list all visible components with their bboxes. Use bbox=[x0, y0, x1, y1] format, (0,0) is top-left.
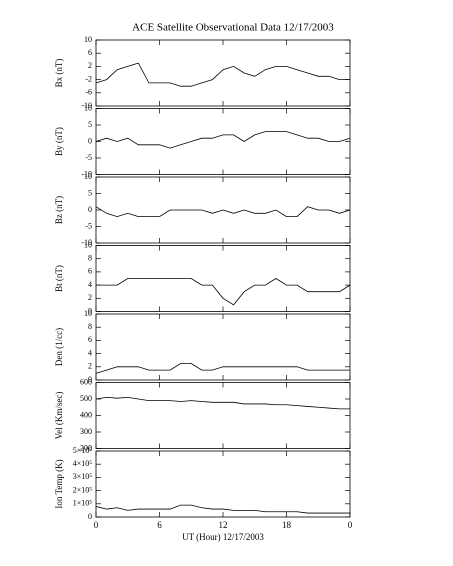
y-tick-label: 2 bbox=[88, 362, 92, 371]
data-line bbox=[95, 396, 350, 410]
y-tick-label: 0 bbox=[88, 375, 92, 384]
data-line bbox=[95, 131, 351, 149]
x-tick-label: 12 bbox=[219, 520, 228, 530]
data-line bbox=[95, 62, 350, 87]
y-tick-label: 8 bbox=[88, 322, 92, 331]
y-tick-label: 8 bbox=[88, 254, 92, 263]
y-axis-label: Vel (Km/sec) bbox=[54, 392, 64, 440]
y-tick-label: 5×10⁵ bbox=[73, 446, 93, 455]
y-tick-label: 0 bbox=[88, 136, 92, 145]
panel-frame bbox=[95, 450, 351, 518]
y-tick-label: -5 bbox=[85, 221, 92, 230]
y-tick-label: 0 bbox=[88, 205, 92, 214]
y-tick-label: 4 bbox=[88, 280, 92, 289]
y-tick-label: 10 bbox=[84, 103, 92, 112]
y-tick-label: 500 bbox=[80, 394, 92, 403]
data-line bbox=[95, 363, 350, 374]
data-line bbox=[96, 278, 351, 306]
y-tick-label: 4 bbox=[88, 348, 92, 357]
y-tick-label: -10 bbox=[81, 238, 92, 247]
y-axis-label: Den (1/cc) bbox=[54, 328, 64, 366]
y-tick-label: 5 bbox=[88, 188, 92, 197]
y-tick-label: 6 bbox=[88, 267, 92, 276]
x-tick-label: 6 bbox=[157, 520, 162, 530]
x-tick-label: 18 bbox=[282, 520, 292, 530]
chart-title: ACE Satellite Observational Data 12/17/2… bbox=[132, 22, 334, 34]
y-tick-label: 10 bbox=[84, 35, 92, 44]
y-axis-label: By (nT) bbox=[54, 127, 64, 156]
y-tick-label: 0 bbox=[88, 512, 92, 521]
y-tick-label: -5 bbox=[85, 153, 92, 162]
y-tick-label: 400 bbox=[80, 410, 92, 419]
y-tick-label: 10 bbox=[84, 240, 92, 249]
y-tick-label: -10 bbox=[81, 101, 92, 110]
y-tick-label: 2×10⁵ bbox=[73, 485, 93, 494]
data-line bbox=[95, 206, 351, 218]
y-tick-label: -2 bbox=[85, 74, 92, 83]
x-tick-label: 0 bbox=[94, 520, 99, 530]
y-tick-label: 600 bbox=[80, 377, 92, 386]
y-tick-label: 2 bbox=[88, 61, 92, 70]
y-tick-label: 6 bbox=[88, 48, 92, 57]
y-tick-label: 300 bbox=[80, 427, 92, 436]
panel-frame bbox=[95, 382, 351, 449]
y-tick-label: 5 bbox=[88, 120, 92, 129]
data-line bbox=[95, 504, 350, 514]
y-tick-label: 2 bbox=[88, 293, 92, 302]
y-tick-label: -6 bbox=[85, 88, 92, 97]
y-axis-label: Bx (nT) bbox=[54, 59, 64, 88]
y-axis-label: Bt (nT) bbox=[54, 265, 64, 292]
y-tick-label: 200 bbox=[80, 443, 92, 452]
panel-frame bbox=[95, 108, 351, 175]
x-axis-label: UT (Hour) 12/17/2003 bbox=[182, 532, 264, 542]
x-tick-label: 0 bbox=[348, 520, 353, 530]
y-tick-label: 10 bbox=[84, 172, 92, 181]
panel-frame bbox=[95, 39, 351, 107]
y-tick-label: -10 bbox=[81, 169, 92, 178]
y-axis-label: Ion Temp (K) bbox=[54, 459, 64, 508]
y-tick-label: 1×10⁵ bbox=[73, 499, 93, 508]
y-tick-label: 0 bbox=[88, 306, 92, 315]
y-tick-label: 10 bbox=[84, 309, 92, 318]
y-tick-label: 3×10⁵ bbox=[73, 472, 93, 481]
y-axis-label: Bz (nT) bbox=[54, 196, 64, 224]
y-tick-label: 6 bbox=[88, 335, 92, 344]
y-tick-label: 4×10⁵ bbox=[73, 459, 93, 468]
